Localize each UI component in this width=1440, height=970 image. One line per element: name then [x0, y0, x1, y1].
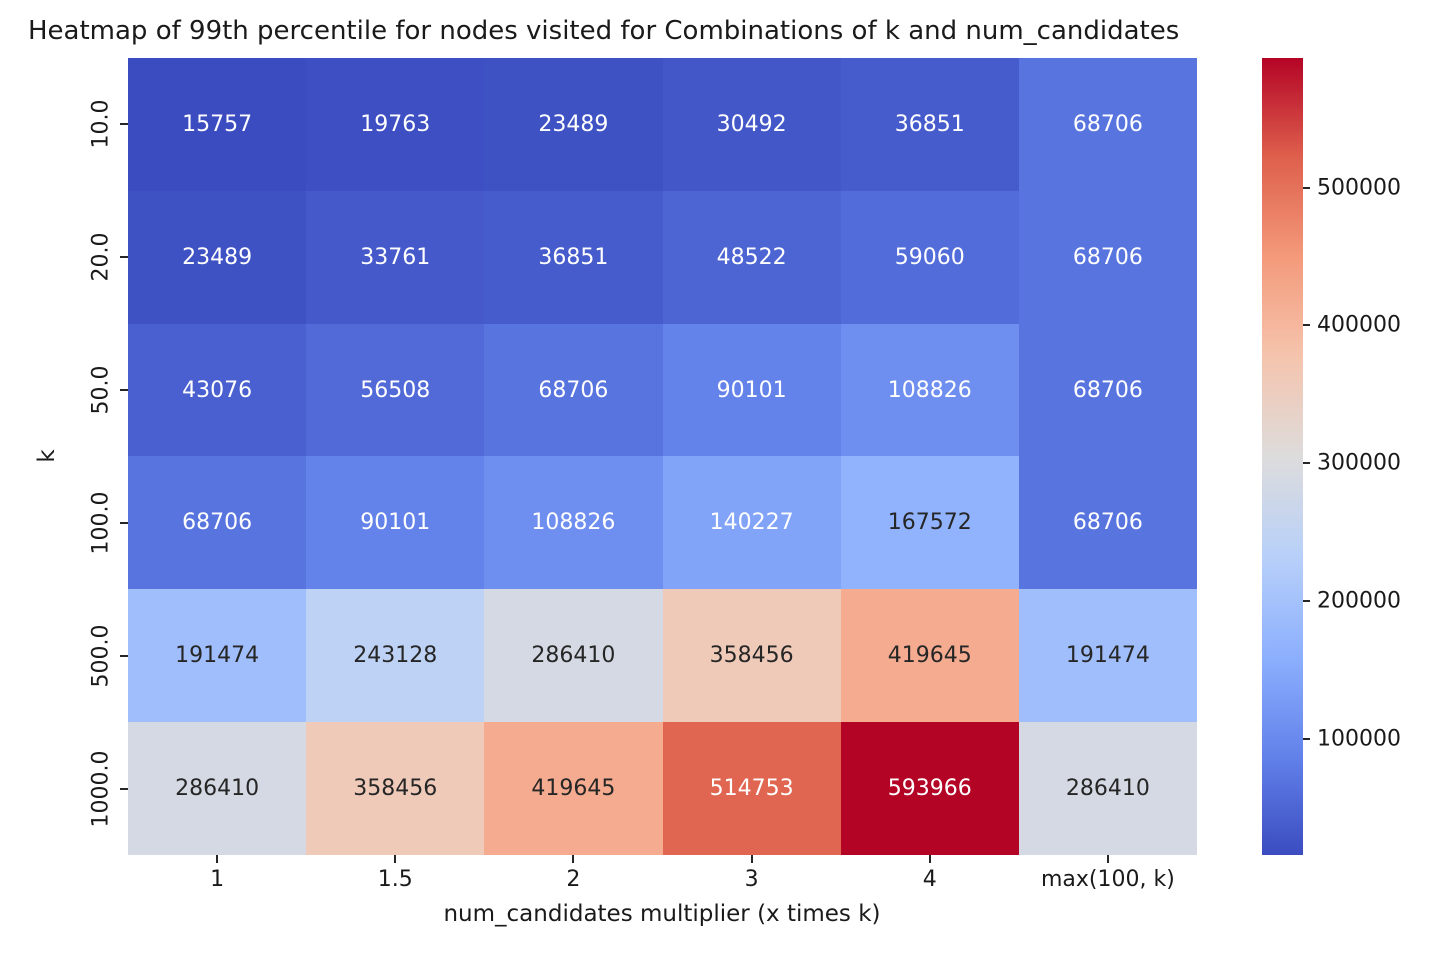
x-tick-label: 1 — [210, 867, 225, 892]
y-tick-mark — [120, 654, 128, 657]
heatmap-cell: 90101 — [306, 456, 485, 590]
heatmap-cell: 140227 — [662, 456, 841, 590]
heatmap-cell: 68706 — [128, 456, 307, 590]
heatmap-cell: 191474 — [128, 589, 307, 723]
heatmap-cell: 30492 — [662, 58, 841, 191]
x-tick-mark — [750, 855, 753, 863]
y-tick-label: 500.0 — [88, 624, 114, 688]
x-tick-mark — [572, 855, 575, 863]
heatmap-cell: 68706 — [1018, 456, 1197, 590]
x-tick-mark — [216, 855, 219, 863]
heatmap-cell: 36851 — [484, 190, 663, 324]
y-tick-mark — [120, 521, 128, 524]
x-tick-label: 1.5 — [377, 867, 413, 892]
heatmap-cell: 243128 — [306, 589, 485, 723]
heatmap-cell: 68706 — [1018, 58, 1197, 191]
x-tick-mark — [394, 855, 397, 863]
colorbar — [1262, 58, 1303, 855]
heatmap-cell: 419645 — [484, 722, 663, 855]
heatmap-cell: 59060 — [840, 190, 1019, 324]
heatmap-cell: 108826 — [484, 456, 663, 590]
heatmap-cell: 23489 — [128, 190, 307, 324]
heatmap-cell: 286410 — [484, 589, 663, 723]
colorbar-tick-label: 400000 — [1317, 312, 1401, 338]
y-tick-label: 20.0 — [88, 232, 114, 282]
heatmap-cell: 167572 — [840, 456, 1019, 590]
y-tick-label: 10.0 — [88, 99, 114, 149]
heatmap-cell: 514753 — [662, 722, 841, 855]
x-tick-label: max(100, k) — [1040, 867, 1175, 892]
heatmap-plot: 15757 19763 23489 30492 36851 68706 23489 33761… — [128, 58, 1197, 855]
heatmap-cell: 68706 — [484, 323, 663, 457]
colorbar-tick-mark — [1303, 600, 1310, 603]
heatmap-cell: 90101 — [662, 323, 841, 457]
heatmap-cell: 286410 — [1018, 722, 1197, 855]
colorbar-tick-label: 100000 — [1317, 726, 1401, 752]
colorbar-tick-mark — [1303, 462, 1310, 465]
heatmap-cell: 286410 — [128, 722, 307, 855]
heatmap-cell: 48522 — [662, 190, 841, 324]
chart-title: Heatmap of 99th percentile for nodes vis… — [28, 16, 1180, 46]
y-tick-label: 1000.0 — [88, 750, 114, 828]
colorbar-tick-label: 500000 — [1317, 175, 1401, 201]
heatmap-cell: 36851 — [840, 58, 1019, 191]
heatmap-cell: 33761 — [306, 190, 485, 324]
heatmap-cell: 56508 — [306, 323, 485, 457]
y-tick-label: 100.0 — [88, 491, 114, 555]
heatmap-cell: 68706 — [1018, 190, 1197, 324]
x-tick-label: 3 — [744, 867, 759, 892]
heatmap-cell: 43076 — [128, 323, 307, 457]
heatmap-cell: 23489 — [484, 58, 663, 191]
heatmap-cell: 358456 — [662, 589, 841, 723]
y-tick-mark — [120, 123, 128, 126]
y-tick-label: 50.0 — [88, 365, 114, 415]
heatmap-cell: 68706 — [1018, 323, 1197, 457]
colorbar-tick-label: 300000 — [1317, 450, 1401, 476]
heatmap-cell: 19763 — [306, 58, 485, 191]
x-tick-label: 4 — [922, 867, 937, 892]
y-tick-mark — [120, 787, 128, 790]
x-axis-label: num_candidates multiplier (x times k) — [443, 901, 881, 927]
colorbar-tick-mark — [1303, 737, 1310, 740]
y-axis-label: k — [34, 449, 60, 463]
heatmap-cell: 191474 — [1018, 589, 1197, 723]
heatmap-cell: 593966 — [840, 722, 1019, 855]
colorbar-tick-label: 200000 — [1317, 588, 1401, 614]
heatmap-cell: 15757 — [128, 58, 307, 191]
heatmap-cell: 108826 — [840, 323, 1019, 457]
colorbar-tick-mark — [1303, 324, 1310, 327]
heatmap-cell: 358456 — [306, 722, 485, 855]
x-tick-mark — [928, 855, 931, 863]
x-tick-mark — [1106, 855, 1109, 863]
heatmap-cell: 419645 — [840, 589, 1019, 723]
y-tick-mark — [120, 389, 128, 392]
x-tick-label: 2 — [566, 867, 581, 892]
colorbar-tick-mark — [1303, 186, 1310, 189]
y-tick-mark — [120, 256, 128, 259]
